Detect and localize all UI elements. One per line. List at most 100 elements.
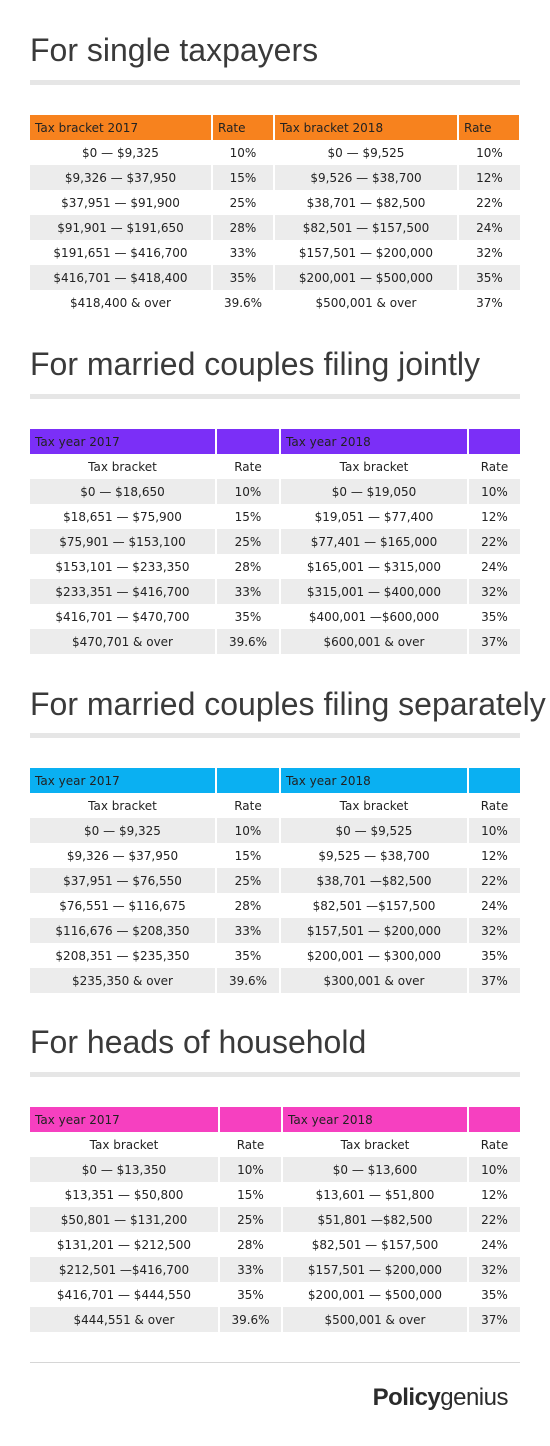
table-row: $416,701 — $470,700 35% $400,001 —$600,000… [30, 604, 520, 629]
bracket-cell: $157,501 — $200,000 [280, 918, 469, 943]
table-row: $212,501 —$416,700 33% $157,501 — $200,000… [30, 1257, 520, 1282]
rate-cell: 33% [212, 240, 275, 265]
tax-table-heads: Tax year 2017 Tax year 2018 Tax bracket Rat… [30, 1107, 520, 1332]
bracket-cell: $9,525 — $38,700 [280, 843, 469, 868]
rate-cell: 24% [481, 559, 508, 574]
header-swatch [216, 768, 281, 793]
rate-cell: 10% [216, 479, 281, 504]
section-divider [30, 80, 520, 85]
rate-cell: 28% [216, 893, 281, 918]
table-row: $9,326 — $37,950 15% $9,525 — $38,700 12% [30, 843, 520, 868]
rate-cell: 24% [481, 898, 508, 913]
bracket-cell: $0 — $13,600 [282, 1157, 469, 1182]
rate-cell: 39.6% [216, 968, 281, 993]
subheader-cell: Rate [480, 1137, 509, 1152]
header-swatch [468, 768, 520, 793]
header-cell: Rate [458, 115, 521, 140]
header-cell: Tax year 2018 [280, 768, 469, 793]
rate-cell: 25% [216, 529, 281, 554]
section-single: For single taxpayers Tax bracket 2017 Rat… [30, 30, 521, 315]
table-row: $0 — $18,650 10% $0 — $19,050 10% [30, 479, 520, 504]
table-row: $37,951 — $76,550 25% $38,701 —$82,500 22% [30, 868, 520, 893]
rate-cell: 12% [481, 1187, 508, 1202]
table-row: $208,351 — $235,350 35% $200,001 — $300,00… [30, 943, 520, 968]
bracket-cell: $13,351 — $50,800 [30, 1182, 220, 1207]
table-row: $13,351 — $50,800 15% $13,601 — $51,800 12% [30, 1182, 520, 1207]
rate-cell: 10% [212, 140, 275, 165]
header-cell: Tax bracket 2018 [274, 115, 459, 140]
header-swatch [219, 1107, 283, 1132]
header-cell: Tax year 2017 [30, 1107, 220, 1132]
bracket-cell: $212,501 —$416,700 [30, 1257, 220, 1282]
bracket-cell: $157,501 — $200,000 [274, 240, 459, 265]
rate-cell: 10% [468, 818, 520, 843]
tax-table-separate: Tax year 2017 Tax year 2018 Tax bracket Rat… [30, 768, 520, 993]
bracket-cell: $82,501 — $157,500 [274, 215, 459, 240]
rate-cell: 35% [458, 265, 520, 290]
table-row: $416,701 — $444,550 35% $200,001 — $500,00… [30, 1282, 520, 1307]
bracket-cell: $38,701 — $82,500 [274, 190, 459, 215]
table-row: $9,326 — $37,950 15% $9,526 — $38,700 12% [30, 165, 520, 190]
bracket-cell: $0 — $9,525 [274, 140, 459, 165]
table-subheader-row: Tax bracket Rate Tax bracket Rate [30, 1132, 520, 1157]
rate-cell: 33% [219, 1257, 283, 1282]
bracket-cell: $600,001 & over [280, 629, 469, 654]
rate-cell: 25% [219, 1207, 283, 1232]
bracket-cell: $50,801 — $131,200 [30, 1207, 220, 1232]
bracket-cell: $75,901 — $153,100 [30, 529, 217, 554]
bracket-cell: $500,001 & over [274, 290, 459, 315]
table-header-row: Tax year 2017 Tax year 2018 [30, 1107, 520, 1132]
section-divider [30, 1072, 520, 1077]
rate-cell: 39.6% [219, 1307, 283, 1332]
table-row: $75,901 — $153,100 25% $77,401 — $165,000 2… [30, 529, 520, 554]
header-cell: Tax year 2017 [30, 768, 217, 793]
rate-cell: 32% [468, 1257, 520, 1282]
header-cell: Tax year 2018 [282, 1107, 469, 1132]
rate-cell: 12% [458, 165, 520, 190]
footer-divider [30, 1362, 520, 1363]
bracket-cell: $0 — $18,650 [30, 479, 217, 504]
header-cell: Rate [212, 115, 275, 140]
bracket-cell: $470,701 & over [30, 629, 217, 654]
rate-cell: 32% [468, 579, 520, 604]
tax-table-joint: Tax year 2017 Tax year 2018 Tax bracket Rat… [30, 429, 520, 654]
table-row: $0 — $13,350 10% $0 — $13,600 10% [30, 1157, 520, 1182]
bracket-cell: $233,351 — $416,700 [30, 579, 217, 604]
table-row: $418,400 & over 39.6% $500,001 & over 37% [30, 290, 520, 315]
rate-cell: 10% [216, 818, 281, 843]
section-title: For heads of household [30, 1024, 367, 1060]
table-header-row: Tax year 2017 Tax year 2018 [30, 768, 520, 793]
table-header-row: Tax year 2017 Tax year 2018 [30, 429, 520, 454]
table-row: $470,701 & over 39.6% $600,001 & over 37% [30, 629, 520, 654]
subheader-cell: Rate [480, 459, 509, 474]
rate-cell: 25% [212, 190, 275, 215]
bracket-cell: $9,326 — $37,950 [30, 165, 213, 190]
bracket-cell: $208,351 — $235,350 [30, 943, 217, 968]
rate-cell: 15% [219, 1182, 283, 1207]
rate-cell: 10% [219, 1157, 283, 1182]
bracket-cell: $200,001 — $500,000 [282, 1282, 469, 1307]
brand-bold: Policy [372, 1384, 441, 1411]
table-row: $235,350 & over 39.6% $300,001 & over 37% [30, 968, 520, 993]
bracket-cell: $157,501 — $200,000 [282, 1257, 469, 1282]
bracket-cell: $37,951 — $91,900 [30, 190, 213, 215]
rate-cell: 22% [476, 195, 503, 210]
bracket-cell: $153,101 — $233,350 [30, 554, 217, 579]
rate-cell: 35% [481, 948, 508, 963]
subheader-cell: Tax bracket [30, 454, 217, 479]
subheader-cell: Rate [216, 793, 281, 818]
table-row: $153,101 — $233,350 28% $165,001 — $315,00… [30, 554, 520, 579]
rate-cell: 37% [468, 629, 520, 654]
bracket-cell: $37,951 — $76,550 [30, 868, 217, 893]
subheader-cell: Tax bracket [280, 454, 469, 479]
table-row: $76,551 — $116,675 28% $82,501 —$157,500 24… [30, 893, 520, 918]
section-title: For married couples filing separately [30, 686, 546, 722]
bracket-cell: $0 — $19,050 [280, 479, 469, 504]
section-divider [30, 733, 520, 738]
bracket-cell: $235,350 & over [30, 968, 217, 993]
bracket-cell: $200,001 — $500,000 [274, 265, 459, 290]
bracket-cell: $315,001 — $400,000 [280, 579, 469, 604]
rate-cell: 10% [468, 479, 520, 504]
header-cell: Tax year 2018 [280, 429, 469, 454]
rate-cell: 33% [216, 579, 281, 604]
